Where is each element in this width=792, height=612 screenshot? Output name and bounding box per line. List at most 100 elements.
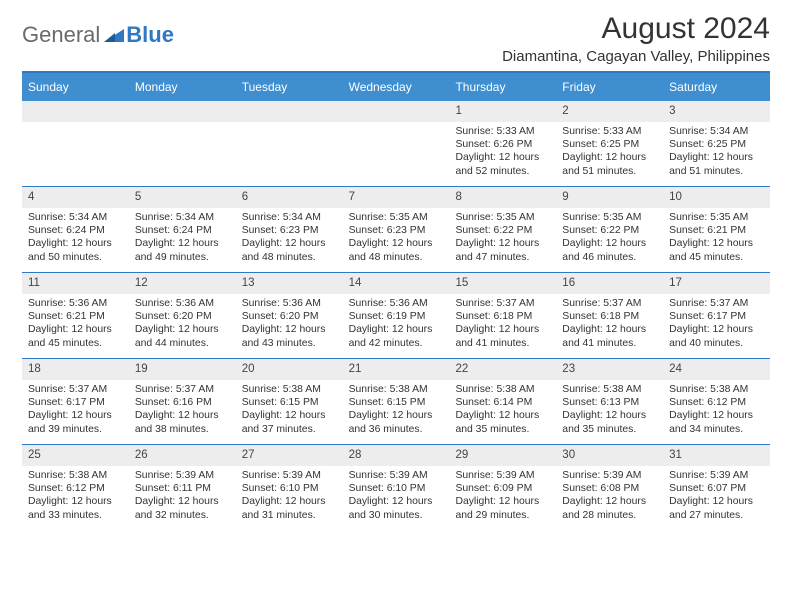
day-body: Sunrise: 5:39 AMSunset: 6:10 PMDaylight:… (236, 466, 343, 530)
day-line-sunrise: Sunrise: 5:33 AM (455, 125, 550, 138)
day-line-dl2: and 37 minutes. (242, 423, 337, 436)
day-number: 4 (22, 187, 129, 208)
day-line-dl1: Daylight: 12 hours (242, 495, 337, 508)
day-cell: 14Sunrise: 5:36 AMSunset: 6:19 PMDayligh… (343, 273, 450, 358)
day-line-dl2: and 32 minutes. (135, 509, 230, 522)
day-line-sunrise: Sunrise: 5:36 AM (135, 297, 230, 310)
day-line-sunrise: Sunrise: 5:34 AM (242, 211, 337, 224)
day-cell: 18Sunrise: 5:37 AMSunset: 6:17 PMDayligh… (22, 359, 129, 444)
day-line-dl1: Daylight: 12 hours (28, 237, 123, 250)
day-line-dl1: Daylight: 12 hours (562, 237, 657, 250)
day-cell: 30Sunrise: 5:39 AMSunset: 6:08 PMDayligh… (556, 445, 663, 530)
day-body: Sunrise: 5:39 AMSunset: 6:09 PMDaylight:… (449, 466, 556, 530)
day-line-dl2: and 45 minutes. (28, 337, 123, 350)
day-number: 13 (236, 273, 343, 294)
day-body (343, 122, 450, 178)
day-line-sunrise: Sunrise: 5:39 AM (242, 469, 337, 482)
day-line-dl1: Daylight: 12 hours (28, 495, 123, 508)
day-line-dl1: Daylight: 12 hours (669, 409, 764, 422)
day-cell: 3Sunrise: 5:34 AMSunset: 6:25 PMDaylight… (663, 101, 770, 186)
day-number: 18 (22, 359, 129, 380)
day-cell: 26Sunrise: 5:39 AMSunset: 6:11 PMDayligh… (129, 445, 236, 530)
day-line-sunset: Sunset: 6:22 PM (455, 224, 550, 237)
day-number: 27 (236, 445, 343, 466)
day-cell: 1Sunrise: 5:33 AMSunset: 6:26 PMDaylight… (449, 101, 556, 186)
dayhead-mon: Monday (129, 73, 236, 101)
day-line-sunrise: Sunrise: 5:38 AM (562, 383, 657, 396)
day-body: Sunrise: 5:37 AMSunset: 6:18 PMDaylight:… (556, 294, 663, 358)
day-body: Sunrise: 5:33 AMSunset: 6:25 PMDaylight:… (556, 122, 663, 186)
day-line-sunrise: Sunrise: 5:37 AM (669, 297, 764, 310)
day-line-dl2: and 28 minutes. (562, 509, 657, 522)
day-body: Sunrise: 5:33 AMSunset: 6:26 PMDaylight:… (449, 122, 556, 186)
day-number: 1 (449, 101, 556, 122)
day-line-sunrise: Sunrise: 5:35 AM (455, 211, 550, 224)
day-line-dl2: and 38 minutes. (135, 423, 230, 436)
day-line-dl1: Daylight: 12 hours (669, 151, 764, 164)
day-body: Sunrise: 5:37 AMSunset: 6:18 PMDaylight:… (449, 294, 556, 358)
day-body: Sunrise: 5:39 AMSunset: 6:11 PMDaylight:… (129, 466, 236, 530)
day-body: Sunrise: 5:38 AMSunset: 6:15 PMDaylight:… (236, 380, 343, 444)
day-cell: 19Sunrise: 5:37 AMSunset: 6:16 PMDayligh… (129, 359, 236, 444)
day-line-sunrise: Sunrise: 5:37 AM (455, 297, 550, 310)
day-cell (129, 101, 236, 186)
day-body: Sunrise: 5:39 AMSunset: 6:07 PMDaylight:… (663, 466, 770, 530)
day-cell: 27Sunrise: 5:39 AMSunset: 6:10 PMDayligh… (236, 445, 343, 530)
day-cell: 15Sunrise: 5:37 AMSunset: 6:18 PMDayligh… (449, 273, 556, 358)
day-line-dl1: Daylight: 12 hours (242, 237, 337, 250)
day-line-sunrise: Sunrise: 5:37 AM (28, 383, 123, 396)
day-line-sunset: Sunset: 6:16 PM (135, 396, 230, 409)
day-line-sunrise: Sunrise: 5:38 AM (455, 383, 550, 396)
day-cell: 16Sunrise: 5:37 AMSunset: 6:18 PMDayligh… (556, 273, 663, 358)
day-line-dl2: and 51 minutes. (562, 165, 657, 178)
day-header-row: Sunday Monday Tuesday Wednesday Thursday… (22, 73, 770, 101)
day-cell: 10Sunrise: 5:35 AMSunset: 6:21 PMDayligh… (663, 187, 770, 272)
day-body: Sunrise: 5:34 AMSunset: 6:24 PMDaylight:… (129, 208, 236, 272)
day-number (22, 101, 129, 122)
day-body: Sunrise: 5:35 AMSunset: 6:22 PMDaylight:… (556, 208, 663, 272)
day-body: Sunrise: 5:35 AMSunset: 6:22 PMDaylight:… (449, 208, 556, 272)
day-cell: 5Sunrise: 5:34 AMSunset: 6:24 PMDaylight… (129, 187, 236, 272)
title-block: August 2024 Diamantina, Cagayan Valley, … (502, 12, 770, 65)
location-text: Diamantina, Cagayan Valley, Philippines (502, 48, 770, 65)
day-line-sunrise: Sunrise: 5:38 AM (669, 383, 764, 396)
day-body: Sunrise: 5:37 AMSunset: 6:17 PMDaylight:… (22, 380, 129, 444)
day-line-dl1: Daylight: 12 hours (669, 237, 764, 250)
day-line-sunset: Sunset: 6:25 PM (669, 138, 764, 151)
day-line-sunrise: Sunrise: 5:35 AM (349, 211, 444, 224)
day-number: 24 (663, 359, 770, 380)
day-number: 15 (449, 273, 556, 294)
day-line-sunset: Sunset: 6:15 PM (242, 396, 337, 409)
day-line-sunset: Sunset: 6:22 PM (562, 224, 657, 237)
day-line-sunrise: Sunrise: 5:38 AM (28, 469, 123, 482)
day-line-dl2: and 27 minutes. (669, 509, 764, 522)
day-line-dl2: and 31 minutes. (242, 509, 337, 522)
day-line-dl2: and 39 minutes. (28, 423, 123, 436)
day-line-sunrise: Sunrise: 5:35 AM (669, 211, 764, 224)
day-line-dl1: Daylight: 12 hours (562, 409, 657, 422)
day-line-dl1: Daylight: 12 hours (242, 323, 337, 336)
day-line-dl1: Daylight: 12 hours (562, 323, 657, 336)
day-line-dl2: and 41 minutes. (455, 337, 550, 350)
day-number: 5 (129, 187, 236, 208)
day-body: Sunrise: 5:34 AMSunset: 6:23 PMDaylight:… (236, 208, 343, 272)
day-line-dl2: and 34 minutes. (669, 423, 764, 436)
day-cell: 13Sunrise: 5:36 AMSunset: 6:20 PMDayligh… (236, 273, 343, 358)
month-title: August 2024 (502, 12, 770, 46)
day-line-dl2: and 46 minutes. (562, 251, 657, 264)
day-line-dl1: Daylight: 12 hours (135, 237, 230, 250)
day-line-sunrise: Sunrise: 5:37 AM (135, 383, 230, 396)
day-number: 22 (449, 359, 556, 380)
day-body: Sunrise: 5:38 AMSunset: 6:15 PMDaylight:… (343, 380, 450, 444)
day-number: 17 (663, 273, 770, 294)
day-line-sunset: Sunset: 6:23 PM (242, 224, 337, 237)
day-line-sunrise: Sunrise: 5:36 AM (349, 297, 444, 310)
day-cell: 22Sunrise: 5:38 AMSunset: 6:14 PMDayligh… (449, 359, 556, 444)
day-line-dl1: Daylight: 12 hours (349, 495, 444, 508)
day-number: 20 (236, 359, 343, 380)
day-line-dl2: and 48 minutes. (242, 251, 337, 264)
day-cell: 9Sunrise: 5:35 AMSunset: 6:22 PMDaylight… (556, 187, 663, 272)
day-number: 16 (556, 273, 663, 294)
page-root: General Blue August 2024 Diamantina, Cag… (0, 0, 792, 546)
day-line-sunset: Sunset: 6:25 PM (562, 138, 657, 151)
